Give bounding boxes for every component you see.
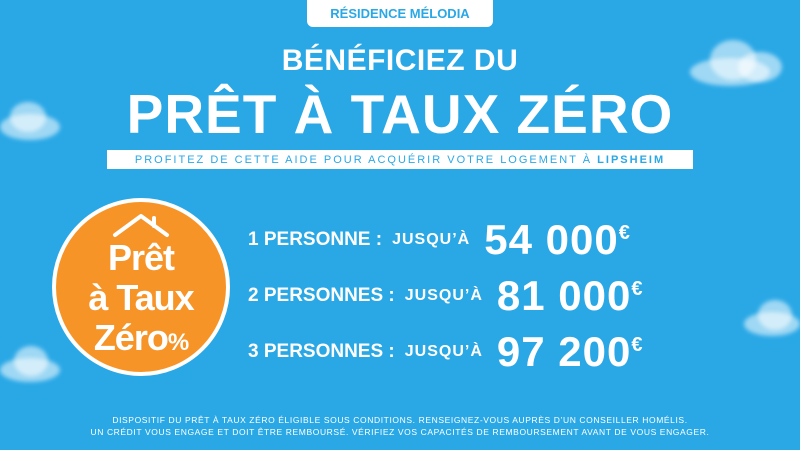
offer-row-3: 3 PERSONNES : JUSQU’À 97 200€	[248, 328, 644, 375]
residence-tag: RÉSIDENCE MÉLODIA	[307, 0, 493, 27]
subline-city: LIPSHEIM	[597, 154, 666, 166]
offer-upto: JUSQU’À	[392, 231, 471, 248]
offer-row-2: 2 PERSONNES : JUSQU’À 81 000€	[248, 272, 644, 319]
headline-ptz: PRÊT À TAUX ZÉRO	[126, 83, 674, 145]
offer-household: 1 PERSONNE :	[248, 229, 383, 250]
badge-zero-word: Zéro	[93, 317, 169, 358]
offer-upto: JUSQU’À	[404, 343, 483, 360]
offer-currency: €	[618, 222, 631, 244]
subline-strip: PROFITEZ DE CETTE AIDE POUR ACQUÉRIR VOT…	[107, 150, 693, 169]
offer-amount-value: 54 000	[484, 216, 619, 263]
offer-row-1: 1 PERSONNE : JUSQU’À 54 000€	[248, 216, 631, 263]
disclaimer-line-1: DISPOSITIF DU PRÊT À TAUX ZÉRO ÉLIGIBLE …	[112, 415, 688, 425]
offer-amount-value: 81 000	[496, 272, 632, 319]
badge-percent-sign: %	[167, 329, 189, 356]
offer-amount: 97 200€	[497, 328, 644, 375]
offer-amount: 54 000€	[484, 216, 631, 263]
offer-amount: 81 000€	[497, 272, 644, 319]
offer-household: 2 PERSONNES :	[248, 285, 395, 306]
cloud-right-lower	[738, 296, 800, 346]
badge-line-pret: Prêt	[107, 237, 175, 278]
headline-benefit: BÉNÉFICIEZ DU	[281, 44, 519, 77]
badge-text: Prêt à Taux Zéro%	[56, 238, 226, 363]
offer-currency: €	[631, 334, 644, 356]
legal-disclaimer: DISPOSITIF DU PRÊT À TAUX ZÉRO ÉLIGIBLE …	[0, 414, 800, 438]
offer-household: 3 PERSONNES :	[248, 341, 395, 362]
disclaimer-line-2: UN CRÉDIT VOUS ENGAGE ET DOIT ÊTRE REMBO…	[90, 427, 710, 437]
badge-line-taux: à Taux	[88, 277, 194, 318]
offer-upto: JUSQU’À	[404, 287, 483, 304]
offer-currency: €	[631, 278, 644, 300]
ptz-badge: Prêt à Taux Zéro%	[52, 198, 230, 376]
badge-line-zero: Zéro%	[56, 318, 226, 363]
offer-amount-value: 97 200	[496, 328, 632, 375]
subline-text: PROFITEZ DE CETTE AIDE POUR ACQUÉRIR VOT…	[134, 154, 598, 166]
house-roof-icon	[113, 214, 169, 237]
